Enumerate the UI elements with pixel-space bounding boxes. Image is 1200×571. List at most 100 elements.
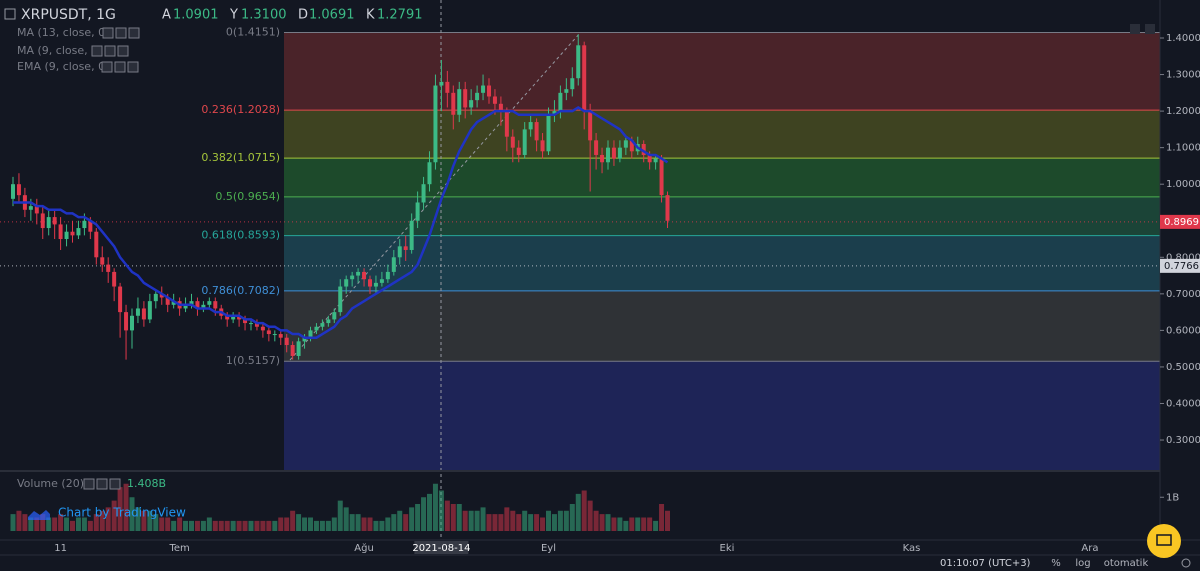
volume-bar [165,517,171,531]
ohlc-value: 1.2791 [377,8,423,23]
volume-bar [367,517,373,531]
button[interactable] [109,478,121,490]
candle-body [70,231,75,236]
y-tick-label: 0.3000 [1166,435,1200,446]
candle-body [40,213,45,229]
pane-button[interactable] [1145,24,1155,34]
candle-body [308,330,313,338]
volume-bar [498,514,504,531]
ohlc-key: A [162,8,171,23]
price-tag [1160,214,1200,229]
volume-bar [159,517,165,531]
candle-body [254,323,259,327]
candle-body [290,345,295,356]
candle-body [534,122,539,141]
watermark[interactable]: Chart by TradingView [58,506,186,520]
settings-icon[interactable] [1181,558,1191,568]
candle-body [82,220,87,229]
volume-bar [284,517,290,531]
y-tick-label: 0.6000 [1166,325,1200,336]
candle-body [130,315,134,331]
button[interactable] [101,61,113,73]
volume-bar [510,510,516,531]
fib-label: 0.382(1.0715) [201,151,280,164]
y-tick-label: 1.1000 [1166,143,1200,154]
fib-label: 1(0.5157) [226,354,280,367]
volume-bar [403,514,409,531]
candle-body [338,286,343,313]
candle-body [451,92,456,115]
button[interactable] [104,45,116,57]
button[interactable] [114,61,126,73]
button[interactable] [127,61,139,73]
candle-body [213,301,218,309]
log-button[interactable]: log [1075,558,1090,569]
y-tick-label: 0.5000 [1166,362,1200,373]
volume-bar [385,517,391,531]
button[interactable] [128,27,140,39]
volume-bar [468,510,474,531]
time-label: Ara [1081,543,1098,554]
candle-body [487,85,491,97]
volume-bar [325,520,331,531]
auto-button[interactable]: otomatik [1104,558,1149,569]
candle-body [231,315,236,320]
volume-bar [117,487,123,531]
button[interactable] [83,478,95,490]
indicator-buttons[interactable] [83,27,140,490]
volume-bar [516,514,522,531]
candle-body [606,147,610,163]
button[interactable] [96,478,108,490]
candle-body [356,271,361,276]
volume-bar [141,510,147,531]
candle-body [415,202,420,221]
candle-body [546,114,551,152]
ohlc-value: 1.3100 [241,8,287,23]
volume-bar [343,507,349,531]
button[interactable] [102,27,114,39]
y-tick-label: 0.4000 [1166,398,1200,409]
volume-bar [450,504,456,531]
volume-bar [40,514,46,531]
collapse-icon[interactable] [4,8,16,20]
volume-bar [563,510,569,531]
volume-bar [421,497,427,531]
candle-body [540,140,545,152]
ohlc-key: K [366,8,375,23]
candle-body [641,143,646,155]
candle-body [153,293,158,302]
candle-body [16,184,21,196]
candle-body [498,103,503,112]
volume-bar [266,520,272,531]
volume-bar [278,517,284,531]
candle-body [58,224,63,240]
candle-body [629,140,634,152]
volume-bar [522,510,528,531]
candle-body [278,334,283,338]
volume-bar [629,517,635,531]
candle-body [52,217,57,225]
y-tick-label: 1.4000 [1166,33,1200,44]
time-label: 2021-08-14 [412,543,470,554]
volume-bar [534,514,540,531]
ohlc-key: D [298,8,308,23]
chat-icon [1156,534,1172,546]
candle-body [481,85,486,93]
percent-button[interactable]: % [1051,558,1061,569]
candle-body [243,319,248,324]
chat-button[interactable] [1147,524,1181,558]
candle-body [445,81,450,93]
candle-body [64,231,69,240]
volume-bar [361,517,367,531]
candle-body [385,271,390,280]
ohlc-value: 1.0901 [173,8,219,23]
button[interactable] [117,45,129,57]
pane-button[interactable] [1130,24,1140,34]
button[interactable] [91,45,103,57]
candle-body [112,271,117,287]
candle-body [647,154,652,163]
volume-bar [224,520,230,531]
volume-bar [87,520,93,531]
button[interactable] [115,27,127,39]
